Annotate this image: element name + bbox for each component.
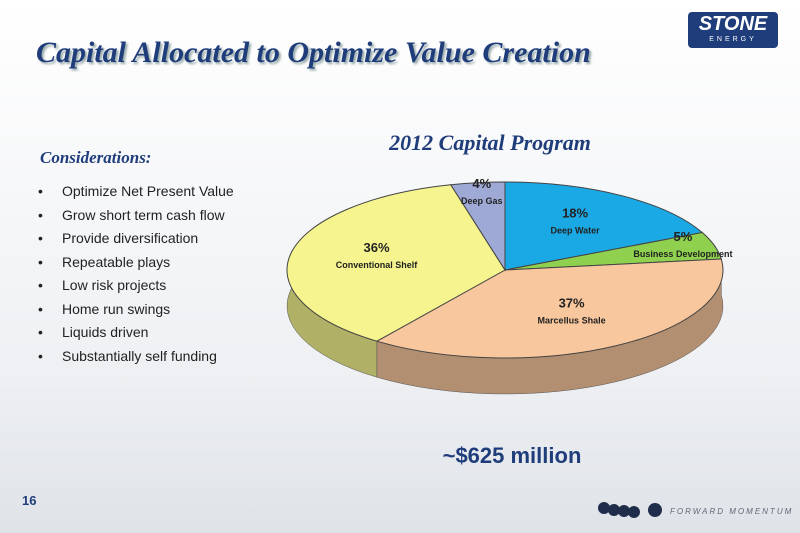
- bullet: Optimize Net Present Value: [38, 183, 234, 207]
- bullet: Grow short term cash flow: [38, 207, 234, 231]
- category-label: Conventional Shelf: [336, 260, 419, 270]
- bullet: Repeatable plays: [38, 254, 234, 278]
- category-label: Deep Water: [550, 225, 600, 235]
- bullet: Liquids driven: [38, 324, 234, 348]
- bullet: Home run swings: [38, 301, 234, 325]
- value-label: 5%: [674, 229, 693, 244]
- considerations-heading: Considerations:: [40, 148, 152, 167]
- bullet: Low risk projects: [38, 277, 234, 301]
- logo-text: STONE: [698, 13, 768, 35]
- tagline: FORWARD MOMENTUM: [670, 507, 794, 516]
- bullet: Provide diversification: [38, 230, 234, 254]
- momentum-balls: [598, 502, 662, 518]
- slice: [375, 258, 724, 359]
- category-label: Business Development: [633, 249, 732, 259]
- category-label: Marcellus Shale: [538, 315, 606, 325]
- slice: [504, 181, 704, 271]
- value-label: 18%: [562, 205, 588, 220]
- slide-title: Capital Allocated to Optimize Value Crea…: [36, 36, 591, 69]
- slice: [449, 181, 506, 272]
- category-label: Deep Gas: [461, 196, 503, 206]
- bullet: Substantially self funding: [38, 348, 234, 372]
- logo: STONE ENERGY: [688, 12, 778, 48]
- logo-subtext: ENERGY: [709, 36, 757, 43]
- value-label: 37%: [559, 295, 585, 310]
- slice: [286, 184, 506, 342]
- value-label: 4%: [472, 176, 491, 191]
- chart-title: 2012 Capital Program: [388, 130, 591, 155]
- bullet-list: Optimize Net Present ValueGrow short ter…: [38, 183, 234, 371]
- value-label: 36%: [364, 240, 390, 255]
- page-number: 16: [22, 493, 37, 508]
- chart-annotation: ~$625 million: [443, 443, 582, 468]
